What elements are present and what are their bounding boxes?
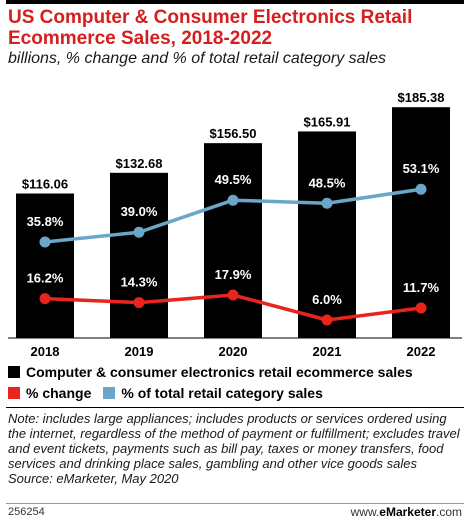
x-tick-2020: 2020 bbox=[219, 344, 248, 359]
change-label-2018: 16.2% bbox=[27, 271, 64, 286]
change-series: 16.2% 14.3% 17.9% 6.0% 11.7% bbox=[27, 267, 440, 326]
chart-subtitle: billions, % change and % of total retail… bbox=[8, 50, 386, 67]
legend-item-change: % change bbox=[8, 385, 91, 401]
bar-2019 bbox=[110, 172, 168, 338]
footer-divider bbox=[6, 503, 464, 504]
legend-swatch-bar bbox=[8, 366, 20, 378]
x-tick-labels: 2018 2019 2020 2021 2022 bbox=[31, 344, 436, 359]
bar-2021 bbox=[298, 131, 356, 338]
note-divider bbox=[6, 407, 464, 408]
top-rule bbox=[6, 0, 464, 4]
legend-label-bar: Computer & consumer electronics retail e… bbox=[26, 364, 413, 380]
change-point-2020 bbox=[227, 289, 239, 301]
share-label-2020: 49.5% bbox=[215, 172, 252, 187]
change-point-2019 bbox=[133, 297, 145, 309]
share-label-2018: 35.8% bbox=[27, 214, 64, 229]
chart-note: Note: includes large appliances; include… bbox=[8, 411, 466, 486]
change-point-2021 bbox=[321, 314, 333, 326]
legend-row-1: Computer & consumer electronics retail e… bbox=[8, 363, 425, 381]
bar-label-2020: $156.50 bbox=[210, 126, 257, 141]
legend-row-2: % change % of total retail category sale… bbox=[8, 384, 335, 402]
brand-prefix: www. bbox=[350, 505, 380, 519]
share-point-2018 bbox=[39, 236, 51, 248]
note-text: Note: includes large appliances; include… bbox=[8, 411, 460, 471]
share-point-2022 bbox=[415, 183, 427, 195]
change-label-2021: 6.0% bbox=[312, 292, 342, 307]
bar-label-2018: $116.06 bbox=[22, 177, 68, 192]
brand-name: eMarketer bbox=[379, 505, 436, 519]
legend-item-bar: Computer & consumer electronics retail e… bbox=[8, 364, 413, 380]
source-text: Source: eMarketer, May 2020 bbox=[8, 471, 179, 486]
bar-2020 bbox=[204, 143, 262, 338]
x-tick-2018: 2018 bbox=[31, 344, 60, 359]
x-tick-2022: 2022 bbox=[407, 344, 436, 359]
bar-label-2019: $132.68 bbox=[116, 156, 163, 171]
share-label-2021: 48.5% bbox=[309, 175, 346, 190]
chart-title: US Computer & Consumer Electronics Retai… bbox=[8, 7, 413, 49]
bar-series bbox=[16, 107, 450, 338]
chart-id: 256254 bbox=[8, 506, 45, 518]
share-series: 35.8% 39.0% 49.5% 48.5% 53.1% bbox=[27, 161, 440, 248]
bar-label-2022: $185.38 bbox=[398, 90, 445, 105]
change-point-2022 bbox=[415, 302, 427, 314]
legend-swatch-share bbox=[103, 387, 116, 399]
x-tick-2019: 2019 bbox=[125, 344, 154, 359]
legend-item-share: % of total retail category sales bbox=[103, 385, 323, 401]
legend-label-share: % of total retail category sales bbox=[121, 385, 323, 401]
change-label-2020: 17.9% bbox=[215, 267, 252, 282]
legend-swatch-change bbox=[8, 387, 20, 399]
share-point-2021 bbox=[321, 197, 333, 209]
x-tick-2021: 2021 bbox=[313, 344, 342, 359]
change-point-2018 bbox=[39, 293, 51, 305]
change-label-2022: 11.7% bbox=[403, 280, 440, 295]
change-label-2019: 14.3% bbox=[121, 275, 158, 290]
share-point-2020 bbox=[227, 194, 239, 206]
legend-label-change: % change bbox=[26, 385, 92, 401]
brand-suffix: .com bbox=[435, 505, 462, 519]
bar-label-2021: $165.91 bbox=[304, 114, 351, 129]
share-point-2019 bbox=[133, 226, 145, 238]
bar-value-labels: $116.06 $132.68 $156.50 $165.91 $185.38 bbox=[22, 90, 445, 191]
brand-link[interactable]: www.eMarketer.com bbox=[351, 505, 462, 519]
share-label-2019: 39.0% bbox=[121, 204, 158, 219]
share-label-2022: 53.1% bbox=[403, 161, 440, 176]
bar-2022 bbox=[392, 107, 450, 338]
bar-2018 bbox=[16, 193, 74, 338]
